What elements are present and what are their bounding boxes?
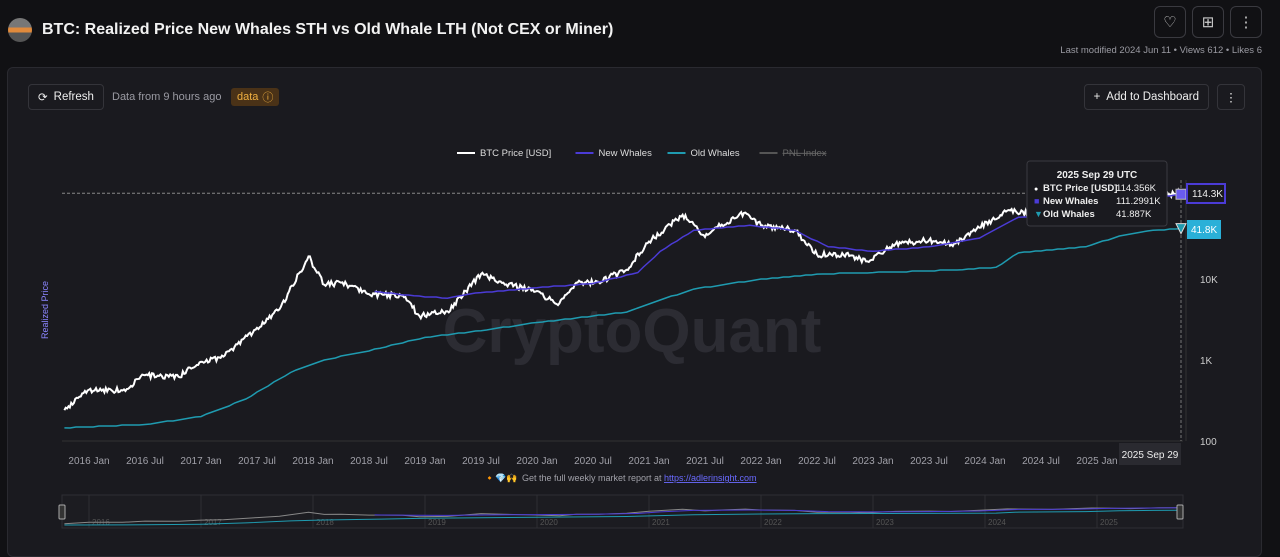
more-button[interactable]: ⋮ bbox=[1230, 6, 1262, 38]
tooltip-series-value: 114.356K bbox=[1116, 183, 1157, 194]
navigator-year-label: 2020 bbox=[540, 518, 558, 527]
x-crosshair-label: 2025 Sep 29 bbox=[1122, 450, 1179, 461]
x-tick-label: 2016 Jul bbox=[126, 456, 164, 467]
bookmark-button[interactable]: ⊞ bbox=[1192, 6, 1224, 38]
refresh-button[interactable]: ⟳ Refresh bbox=[28, 84, 104, 110]
add-to-dashboard-button[interactable]: + Add to Dashboard bbox=[1083, 84, 1209, 110]
x-tick-label: 2022 Jul bbox=[798, 456, 836, 467]
x-tick-label: 2021 Jan bbox=[628, 456, 669, 467]
x-tick-label: 2019 Jan bbox=[404, 456, 445, 467]
x-tick-label: 2019 Jul bbox=[462, 456, 500, 467]
plus-icon: + bbox=[1093, 91, 1101, 103]
x-tick-label: 2025 Jan bbox=[1076, 456, 1117, 467]
bookmark-add-icon: ⊞ bbox=[1201, 14, 1215, 31]
old-whales-label-box bbox=[1187, 220, 1221, 239]
tooltip-marker-icon: ● bbox=[1034, 186, 1038, 193]
navigator-year-label: 2019 bbox=[428, 518, 446, 527]
navigator-series bbox=[374, 507, 1182, 516]
navigator-year-label: 2024 bbox=[988, 518, 1006, 527]
navigator-year-label: 2023 bbox=[876, 518, 894, 527]
legend-item[interactable]: PNL Index bbox=[783, 148, 827, 159]
navigator-year-label: 2017 bbox=[204, 518, 222, 527]
x-tick-label: 2020 Jul bbox=[574, 456, 612, 467]
x-tick-label: 2018 Jul bbox=[350, 456, 388, 467]
navigator-year-label: 2025 bbox=[1100, 518, 1118, 527]
new-whales-marker bbox=[1175, 188, 1187, 200]
tooltip-marker-icon: ■ bbox=[1034, 196, 1039, 206]
heart-icon: ♡ bbox=[1163, 14, 1177, 31]
legend-item[interactable]: New Whales bbox=[599, 148, 653, 159]
footer-emoji: 🔸💎🙌 bbox=[484, 473, 518, 483]
tooltip-box bbox=[1026, 160, 1168, 227]
chart-header: BTC: Realized Price New Whales STH vs Ol… bbox=[8, 18, 613, 42]
add-dashboard-label: Add to Dashboard bbox=[1106, 91, 1199, 103]
price-label: 114.3K bbox=[1192, 189, 1223, 200]
x-crosshair-label-box bbox=[1119, 443, 1181, 465]
data-badge[interactable]: data ⓘ bbox=[231, 88, 280, 106]
more-vertical-icon: ⋮ bbox=[1225, 92, 1237, 104]
x-tick-label: 2018 Jan bbox=[292, 456, 333, 467]
tooltip-date: 2025 Sep 29 UTC bbox=[1057, 170, 1138, 181]
more-vertical-icon: ⋮ bbox=[1238, 14, 1254, 31]
x-tick-label: 2021 Jul bbox=[686, 456, 724, 467]
refresh-icon: ⟳ bbox=[38, 92, 48, 104]
x-tick-label: 2016 Jan bbox=[68, 456, 109, 467]
x-tick-label: 2024 Jul bbox=[1022, 456, 1060, 467]
y-axis-label: Realized Price bbox=[40, 281, 50, 339]
x-tick-label: 2024 Jan bbox=[964, 456, 1005, 467]
y-tick-label: 100 bbox=[1200, 437, 1217, 448]
navigator-handle[interactable] bbox=[1176, 504, 1184, 520]
page-meta: Last modified 2024 Jun 11 • Views 612 • … bbox=[1060, 45, 1262, 56]
legend-item[interactable]: Old Whales bbox=[691, 148, 740, 159]
y-tick-label: 1K bbox=[1200, 356, 1213, 367]
x-tick-label: 2020 Jan bbox=[516, 456, 557, 467]
old-whales-marker bbox=[1175, 223, 1187, 235]
tooltip-marker-icon: ▼ bbox=[1034, 209, 1043, 219]
card-menu-button[interactable]: ⋮ bbox=[1217, 84, 1245, 110]
tooltip-series-name: BTC Price [USD] bbox=[1043, 183, 1117, 194]
page-title: BTC: Realized Price New Whales STH vs Ol… bbox=[42, 21, 614, 38]
x-tick-label: 2022 Jan bbox=[740, 456, 781, 467]
navigator-year-label: 2021 bbox=[652, 518, 670, 527]
x-tick-label: 2023 Jul bbox=[910, 456, 948, 467]
navigator-year-label: 2022 bbox=[764, 518, 782, 527]
old-whales-label: 41.8K bbox=[1191, 225, 1217, 236]
navigator-year-label: 2018 bbox=[316, 518, 334, 527]
x-tick-label: 2017 Jan bbox=[180, 456, 221, 467]
chart-card: ⟳ Refresh Data from 9 hours ago data ⓘ + Ad… bbox=[7, 67, 1262, 557]
author-avatar[interactable] bbox=[8, 18, 32, 42]
info-icon: ⓘ bbox=[262, 92, 274, 104]
navigator-series bbox=[64, 509, 1182, 526]
navigator-handle[interactable] bbox=[58, 504, 66, 520]
refresh-label: Refresh bbox=[53, 91, 94, 103]
series-line-old-whales bbox=[64, 227, 1182, 429]
price-label-box bbox=[1186, 183, 1226, 204]
tooltip-series-name: New Whales bbox=[1043, 196, 1098, 207]
tooltip-series-value: 111.2991K bbox=[1116, 196, 1161, 207]
badge-label: data bbox=[237, 91, 259, 103]
footer-link[interactable]: https://adlerinsight.com bbox=[664, 473, 757, 483]
tooltip-series-name: Old Whales bbox=[1043, 209, 1095, 220]
x-tick-label: 2023 Jan bbox=[852, 456, 893, 467]
footer-text: Get the full weekly market report at bbox=[522, 473, 662, 483]
legend-item[interactable]: BTC Price [USD] bbox=[480, 148, 551, 159]
series-line-btc-price-usd- bbox=[63, 187, 1182, 411]
data-age: Data from 9 hours ago bbox=[112, 91, 222, 103]
like-button[interactable]: ♡ bbox=[1154, 6, 1186, 38]
x-tick-label: 2017 Jul bbox=[238, 456, 276, 467]
watermark: CryptoQuant bbox=[443, 297, 822, 366]
tooltip-series-value: 41.887K bbox=[1116, 209, 1152, 220]
y-tick-label: 10K bbox=[1200, 275, 1218, 286]
